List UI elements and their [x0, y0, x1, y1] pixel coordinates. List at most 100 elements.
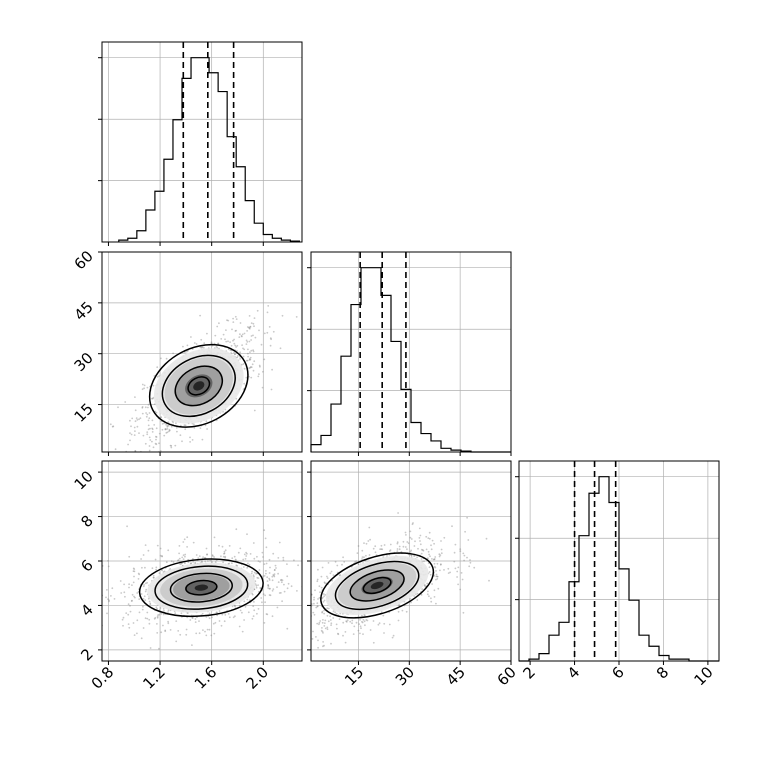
pair-1-2-point	[311, 638, 314, 640]
pair-0-1-point	[136, 425, 139, 428]
pair-1-2-point	[398, 545, 401, 548]
pair-0-1-point	[253, 325, 255, 328]
pair-0-2-point	[186, 546, 189, 548]
pair-1-2-point	[327, 562, 330, 564]
pair-1-2-point	[309, 602, 311, 604]
pair-0-2-point	[211, 616, 213, 619]
pair-0-2-point	[262, 593, 265, 595]
pair-0-2-point	[246, 552, 248, 555]
pair-0-1-point	[145, 415, 148, 418]
hist-2-steps	[519, 476, 719, 662]
pair-0-2-point	[287, 582, 290, 585]
pair-0-1-point	[175, 422, 177, 425]
pair-0-1-point	[151, 397, 153, 400]
pair-0-2-point	[113, 598, 116, 600]
pair-1-2-point	[361, 549, 364, 552]
pair-0-2-point	[100, 586, 102, 588]
pair-0-2-point	[224, 555, 227, 558]
pair-0-1-point	[171, 455, 173, 457]
pair-0-2-point	[148, 622, 151, 625]
pair-1-2-point	[321, 627, 323, 629]
pair-0-1-point	[245, 339, 248, 342]
pair-0-2-point	[191, 644, 193, 646]
pair-0-1-point	[193, 423, 195, 426]
pair-0-1-point	[250, 349, 253, 352]
pair-1-2-point	[410, 549, 412, 552]
pair-0-2-point	[142, 605, 144, 608]
pair-0-1-point	[263, 332, 266, 335]
pair-0-1-frame	[101, 251, 303, 453]
pair-0-1-point	[112, 425, 115, 428]
pair-0-2-point	[136, 619, 139, 622]
pair-0-1-point	[258, 329, 260, 332]
pair-0-1-point	[129, 432, 131, 434]
pair-1-2-point	[405, 534, 407, 536]
pair-1-2-point	[316, 605, 319, 608]
pair-1-2-point	[424, 585, 427, 588]
pair-0-2-point	[174, 612, 177, 615]
pair-0-2-point	[231, 605, 234, 608]
pair-0-2-point	[250, 572, 253, 575]
pair-0-1-point	[251, 363, 254, 366]
pair-1-2-point	[433, 558, 436, 561]
pair-1-2-point	[359, 632, 361, 635]
pair-0-1-point	[225, 329, 227, 331]
pair-1-2-point	[306, 569, 308, 571]
pair-1-2-point	[401, 609, 404, 612]
pair-0-2-point	[162, 613, 165, 616]
pair-0-1-point	[232, 317, 235, 320]
pair-0-2-point	[147, 549, 150, 552]
pair-1-2-point	[447, 572, 450, 574]
pair-0-2-point	[157, 614, 159, 616]
pair-0-2-point	[263, 575, 266, 577]
pair-0-2-point	[206, 553, 209, 556]
pair-0-2-point	[290, 585, 293, 588]
pair-1-2-point	[362, 633, 364, 635]
pair-1-2-point	[327, 620, 330, 623]
pair-0-2-point	[305, 593, 307, 595]
pair-0-2-point	[273, 575, 276, 578]
pair-0-2-point	[282, 556, 285, 559]
pair-1-2-point	[427, 557, 429, 560]
pair-0-2-point	[184, 562, 186, 565]
pair-1-2-point	[437, 587, 440, 590]
pair-1-2-point	[430, 544, 432, 547]
pair-1-2-point	[428, 531, 431, 534]
pair-0-2-point	[274, 564, 277, 567]
pair-1-2-point	[428, 566, 431, 569]
pair-0-1-ytick-label: 45	[71, 298, 97, 324]
pair-0-1-point	[179, 424, 182, 427]
pair-0-2-point	[177, 630, 180, 632]
pair-0-2-point	[158, 613, 161, 616]
pair-1-2-point	[316, 578, 319, 581]
pair-0-1-point	[239, 351, 242, 354]
pair-0-1-point	[199, 314, 202, 317]
pair-0-1-point	[160, 416, 163, 419]
pair-0-1-point	[165, 423, 168, 426]
pair-0-2-point	[198, 632, 201, 635]
pair-1-2-point	[365, 554, 367, 557]
pair-1-2-point	[369, 538, 371, 541]
pair-0-1-point	[245, 359, 248, 362]
pair-0-2-point	[268, 587, 271, 590]
pair-0-2-point	[194, 621, 197, 623]
pair-1-2-point	[296, 642, 298, 644]
pair-0-2-point	[246, 598, 249, 601]
pair-0-1-point	[246, 341, 249, 343]
pair-0-1-point	[205, 420, 208, 423]
pair-0-2-point	[175, 620, 178, 622]
pair-1-2-point	[429, 555, 431, 558]
pair-1-2-point	[321, 621, 324, 624]
pair-0-2-point	[258, 569, 261, 571]
pair-0-2-point	[162, 608, 165, 610]
pair-1-2-point	[467, 539, 470, 541]
pair-0-2-point	[138, 611, 141, 614]
pair-1-2-point	[275, 621, 277, 623]
pair-0-2-point	[197, 557, 200, 559]
pair-0-1-point	[241, 335, 243, 338]
pair-1-2-point	[431, 558, 433, 560]
pair-1-2-point	[397, 610, 400, 613]
pair-1-2-point	[335, 623, 338, 626]
pair-0-2-point	[262, 556, 264, 558]
pair-0-1-point	[248, 327, 251, 329]
